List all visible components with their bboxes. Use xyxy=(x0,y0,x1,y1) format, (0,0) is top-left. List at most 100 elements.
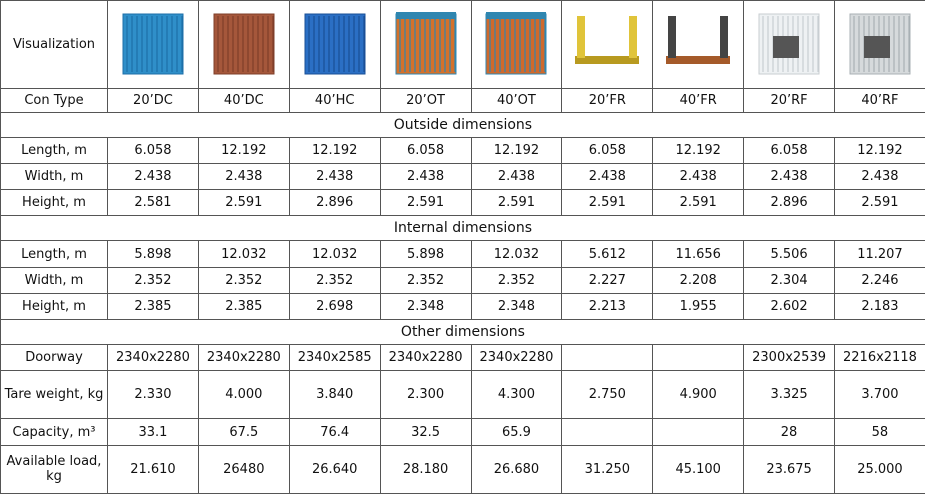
value-cell: 2.591 xyxy=(834,189,925,217)
value-cell: 2340x2280 xyxy=(107,344,199,372)
section-title: Other dimensions xyxy=(0,318,925,346)
value-cell: 28 xyxy=(743,418,835,446)
type-cell: 40’FR xyxy=(652,87,745,113)
image-cell xyxy=(834,0,925,89)
image-cell xyxy=(197,0,290,89)
row-label: Height, m xyxy=(0,189,108,217)
value-cell: 2.581 xyxy=(107,189,199,217)
value-cell: 2.330 xyxy=(107,370,199,420)
empty-cell xyxy=(561,344,654,372)
row-label: Tare weight, kg xyxy=(0,370,108,420)
row-label: Capacity, m³ xyxy=(0,418,108,446)
value-cell: 32.5 xyxy=(379,418,472,446)
value-cell: 2216x2118 xyxy=(834,344,925,372)
value-cell: 2.591 xyxy=(470,189,563,217)
row-label: Height, m xyxy=(0,292,108,320)
image-cell xyxy=(743,0,835,89)
row-label: Length, m xyxy=(0,240,108,268)
table-row: Capacity, m³ 33.1 67.5 76.4 32.5 65.9 28 58 xyxy=(0,418,925,446)
value-cell: 4.300 xyxy=(470,370,563,420)
value-cell: 5.898 xyxy=(379,240,472,268)
value-cell: 12.032 xyxy=(197,240,290,268)
type-cell: 20’RF xyxy=(743,87,835,113)
container-image xyxy=(304,13,366,75)
value-cell: 2.438 xyxy=(743,162,835,191)
container-image xyxy=(758,13,820,75)
value-cell: 6.058 xyxy=(743,136,835,164)
value-cell: 21.610 xyxy=(107,444,199,494)
empty-cell xyxy=(652,418,745,446)
container-image xyxy=(849,13,911,75)
value-cell: 2300x2539 xyxy=(743,344,835,372)
type-cell: 40’OT xyxy=(470,87,563,113)
header-cell: Visualization xyxy=(0,0,108,89)
table-row: Height, m 2.581 2.591 2.896 2.591 2.591 2.591 2… xyxy=(0,189,925,217)
row-label: Available load, kg xyxy=(0,444,108,494)
value-cell: 2.352 xyxy=(470,266,563,294)
value-cell: 5.506 xyxy=(743,240,835,268)
value-cell: 58 xyxy=(834,418,925,446)
table-row: Width, m 2.438 2.438 2.438 2.438 2.438 2.438 2.… xyxy=(0,162,925,191)
row-label: Width, m xyxy=(0,162,108,191)
value-cell: 12.032 xyxy=(470,240,563,268)
value-cell: 26480 xyxy=(197,444,290,494)
table-row: Internal dimensions xyxy=(0,215,925,242)
container-image xyxy=(213,13,275,75)
value-cell: 23.675 xyxy=(743,444,835,494)
value-cell: 2.227 xyxy=(561,266,654,294)
value-cell: 1.955 xyxy=(652,292,745,320)
value-cell: 2.352 xyxy=(288,266,381,294)
value-cell: 76.4 xyxy=(288,418,381,446)
value-cell: 2.438 xyxy=(652,162,745,191)
value-cell: 2.352 xyxy=(379,266,472,294)
type-cell: 20’DC xyxy=(107,87,199,113)
row-label: Length, m xyxy=(0,136,108,164)
table-row: Length, m 6.058 12.192 12.192 6.058 12.192 6.0… xyxy=(0,136,925,164)
value-cell: 2.438 xyxy=(561,162,654,191)
value-cell: 2.385 xyxy=(197,292,290,320)
value-cell: 2.300 xyxy=(379,370,472,420)
value-cell: 12.192 xyxy=(470,136,563,164)
value-cell: 2.385 xyxy=(107,292,199,320)
image-cell xyxy=(288,0,381,89)
value-cell: 2.438 xyxy=(470,162,563,191)
container-image xyxy=(666,16,731,65)
value-cell: 11.656 xyxy=(652,240,745,268)
table-row: Other dimensions xyxy=(0,318,925,346)
container-image xyxy=(485,12,547,75)
value-cell: 2.348 xyxy=(379,292,472,320)
value-cell: 3.840 xyxy=(288,370,381,420)
value-cell: 6.058 xyxy=(379,136,472,164)
value-cell: 4.000 xyxy=(197,370,290,420)
table-row: Height, m 2.385 2.385 2.698 2.348 2.348 2.213 1… xyxy=(0,292,925,320)
image-cell xyxy=(652,0,745,89)
section-title: Outside dimensions xyxy=(0,111,925,138)
value-cell: 2.438 xyxy=(107,162,199,191)
value-cell: 12.192 xyxy=(288,136,381,164)
empty-cell xyxy=(652,344,745,372)
value-cell: 2.438 xyxy=(834,162,925,191)
type-cell: 40’RF xyxy=(834,87,925,113)
value-cell: 3.700 xyxy=(834,370,925,420)
value-cell: 3.325 xyxy=(743,370,835,420)
value-cell: 2.438 xyxy=(288,162,381,191)
table-row: Visualization xyxy=(0,0,925,89)
value-cell: 5.612 xyxy=(561,240,654,268)
row-label: Doorway xyxy=(0,344,108,372)
image-cell xyxy=(379,0,472,89)
container-image xyxy=(395,12,457,75)
value-cell: 2.208 xyxy=(652,266,745,294)
value-cell: 2.352 xyxy=(107,266,199,294)
image-cell xyxy=(561,0,654,89)
type-cell: 20’FR xyxy=(561,87,654,113)
value-cell: 2340x2280 xyxy=(470,344,563,372)
value-cell: 2.750 xyxy=(561,370,654,420)
value-cell: 31.250 xyxy=(561,444,654,494)
value-cell: 26.680 xyxy=(470,444,563,494)
value-cell: 2.896 xyxy=(288,189,381,217)
type-cell: 20’OT xyxy=(379,87,472,113)
table-row: Doorway 2340x2280 2340x2280 2340x2585 2340x2… xyxy=(0,344,925,372)
section-title: Internal dimensions xyxy=(0,215,925,242)
value-cell: 2.698 xyxy=(288,292,381,320)
